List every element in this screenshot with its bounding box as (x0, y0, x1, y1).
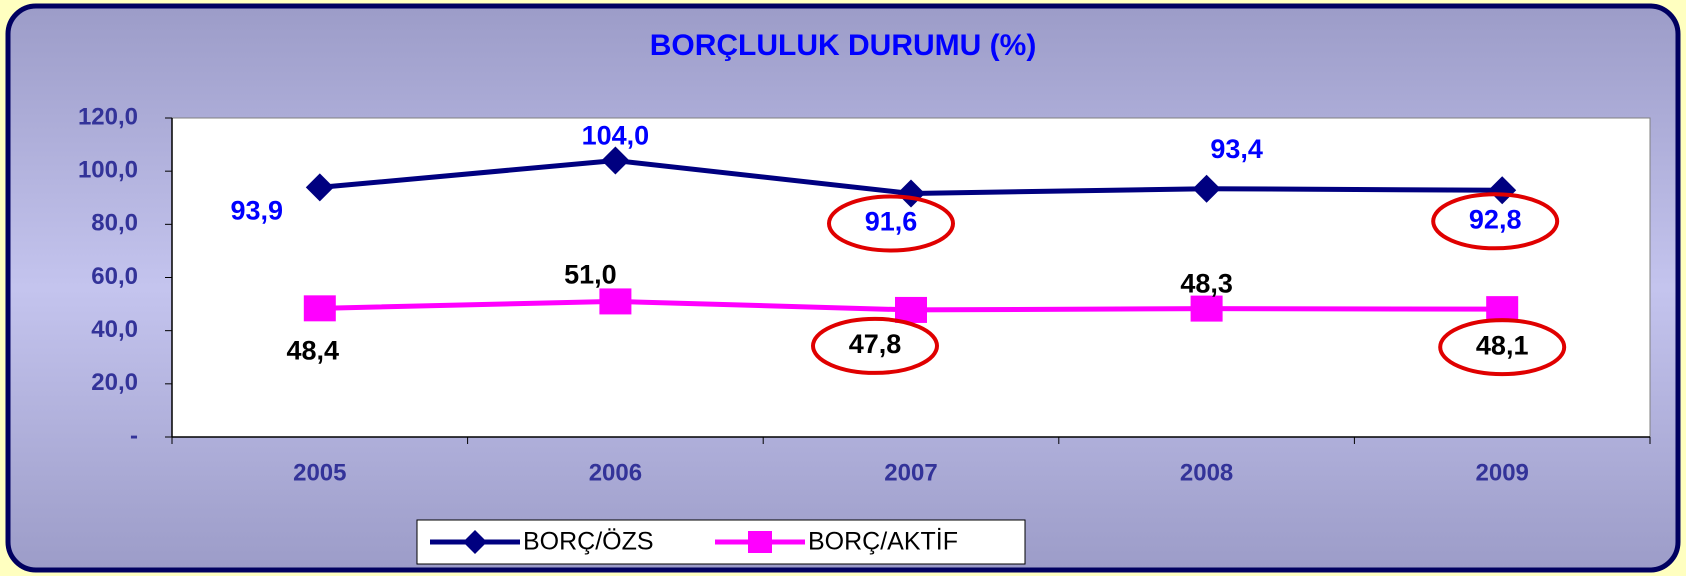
x-tick-label: 2008 (1180, 459, 1233, 486)
highlight-circle (1431, 192, 1560, 251)
highlight-circle (811, 316, 939, 375)
y-tick-label: - (130, 422, 138, 449)
y-tick-label: 120,0 (78, 103, 138, 130)
data-label: 93,9 (231, 196, 284, 226)
plot-area (171, 117, 1651, 438)
marker (601, 146, 630, 175)
chart-title: BORÇLULUK DURUMU (%) (650, 29, 1037, 62)
x-tick-label: 2005 (293, 459, 346, 486)
x-tick-label: 2006 (589, 459, 642, 486)
legend-marker (463, 530, 487, 554)
data-label: 47,8 (849, 329, 902, 359)
data-label: 91,6 (865, 207, 918, 237)
y-tick-label: 60,0 (91, 263, 138, 290)
y-tick-label: 80,0 (91, 210, 138, 237)
marker (1192, 174, 1221, 203)
marker (895, 296, 927, 323)
x-tick-label: 2007 (884, 459, 937, 486)
marker (1486, 296, 1519, 323)
x-tick-label: 2009 (1476, 459, 1529, 486)
legend-label: BORÇ/ÖZS (523, 528, 654, 556)
highlight-circle (1438, 318, 1567, 377)
y-tick-label: 20,0 (91, 369, 138, 396)
data-label: 48,3 (1180, 269, 1233, 299)
marker (1488, 176, 1517, 205)
data-label: 104,0 (582, 121, 650, 151)
data-label: 51,0 (564, 260, 617, 290)
marker (305, 173, 334, 202)
legend-label: BORÇ/AKTİF (808, 527, 958, 556)
y-tick-label: 40,0 (91, 316, 138, 343)
y-tick-label: 100,0 (78, 157, 138, 184)
data-label: 93,4 (1210, 134, 1263, 164)
data-label: 48,4 (287, 335, 340, 365)
marker (1190, 295, 1223, 322)
marker (599, 288, 632, 315)
marker (303, 295, 336, 322)
highlight-circle (827, 194, 955, 253)
legend-marker (748, 531, 772, 553)
data-label: 92,8 (1469, 204, 1522, 234)
data-label: 48,1 (1476, 330, 1529, 360)
